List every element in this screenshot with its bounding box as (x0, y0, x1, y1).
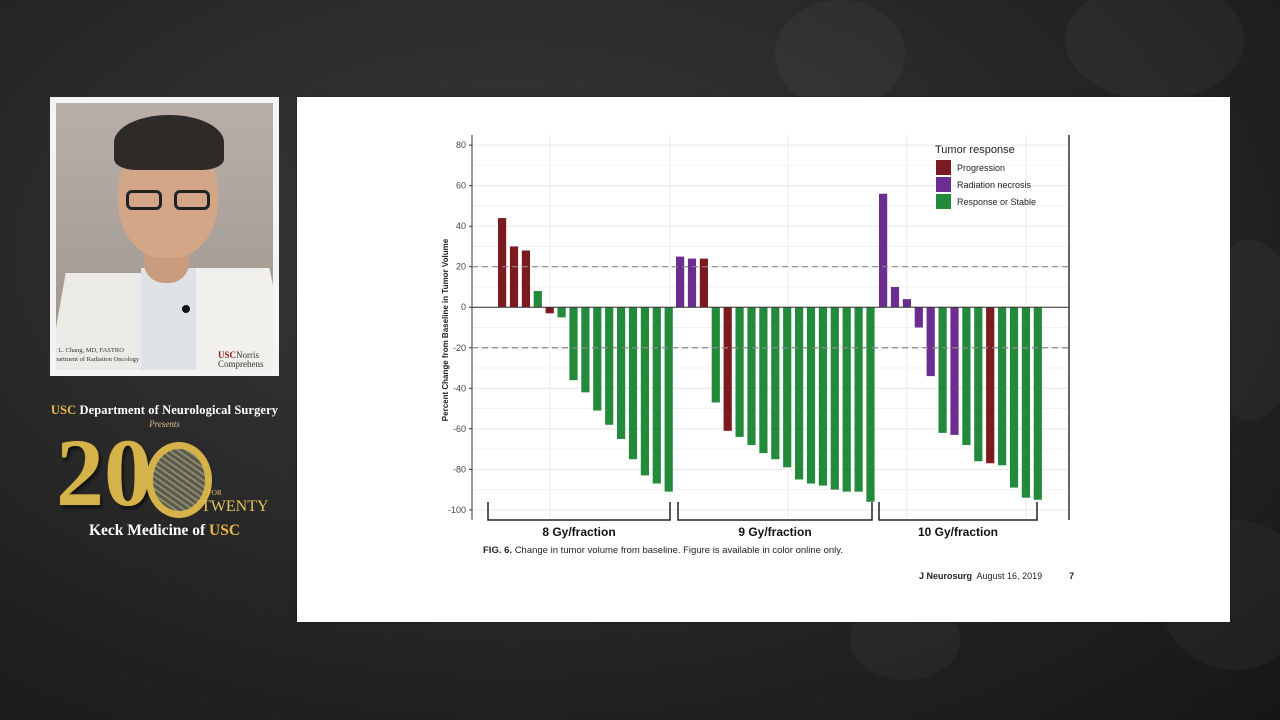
legend-label: Progression (957, 163, 1005, 173)
y-tick-label: -80 (453, 464, 466, 474)
bar (818, 307, 827, 486)
bar (687, 258, 697, 308)
background-bokeh (775, 0, 905, 110)
bar (759, 307, 768, 454)
waterfall-chart: 80 60 40 20 0 -20 -40 -60 -80 -100 8 Gy/fraction 9 … (441, 135, 1070, 539)
bar (1021, 307, 1030, 498)
bar (640, 307, 649, 476)
bar (938, 307, 947, 433)
bar (795, 307, 804, 480)
bars (498, 193, 1042, 502)
legend-label: Radiation necrosis (957, 180, 1032, 190)
legend-title: Tumor response (935, 144, 1015, 156)
bar (533, 291, 542, 308)
bar (521, 250, 530, 308)
twenty-label: TWENTY (201, 498, 269, 515)
group-label: 9 Gy/fraction (738, 525, 811, 539)
bar (723, 307, 732, 431)
bar (711, 307, 720, 403)
bar (962, 307, 971, 446)
coat-brand: USCNorris Comprehens (218, 350, 264, 369)
bar (879, 193, 888, 308)
bar (569, 307, 578, 381)
y-tick-label: -40 (453, 383, 466, 393)
bar (830, 307, 839, 490)
bar (652, 307, 661, 484)
bar (902, 299, 911, 308)
bar (950, 307, 959, 435)
legend: Tumor response Progression Radiation necro… (935, 144, 1036, 209)
y-tick-label: -20 (453, 343, 466, 353)
bar (771, 307, 780, 460)
bar (1009, 307, 1019, 488)
bar (676, 256, 685, 308)
bar (699, 258, 708, 308)
bar (617, 307, 626, 439)
group-label: 8 Gy/fraction (542, 525, 615, 539)
bar (842, 307, 851, 492)
legend-label: Response or Stable (957, 197, 1036, 207)
bar (545, 307, 554, 314)
bar (628, 307, 638, 460)
group-bracket (878, 502, 1038, 521)
y-tick-label: -60 (453, 424, 466, 434)
for-label: FOR (208, 489, 222, 497)
axes: 80 60 40 20 0 -20 -40 -60 -80 -100 8 Gy/fraction 9 … (448, 135, 1070, 539)
y-tick-label: 60 (456, 181, 466, 191)
bar (557, 307, 566, 318)
bar (986, 307, 995, 464)
y-tick-label: 0 (461, 302, 466, 312)
glasses (126, 190, 214, 212)
bar (498, 218, 507, 308)
speaker-video: ic L. Chang, MD, FASTRO epartment of Rad… (56, 103, 273, 370)
bar (605, 307, 614, 425)
bar (974, 307, 983, 462)
dept-line: USC Department of Neurological Surgery (50, 403, 279, 417)
y-tick-label: 80 (456, 140, 466, 150)
keck-line: Keck Medicine of USC (88, 522, 241, 539)
lapel-mic-icon (182, 305, 190, 313)
y-tick-label: 20 (456, 262, 466, 272)
bar (747, 307, 756, 446)
series-logo: USC Department of Neurological Surgery P… (50, 403, 279, 540)
bar (735, 307, 744, 437)
bar (914, 307, 923, 328)
bar (664, 307, 673, 492)
bar (1033, 307, 1042, 500)
logo-number: 20 (56, 419, 152, 526)
group-bracket (487, 502, 671, 521)
bar (890, 286, 900, 308)
bar (926, 307, 935, 377)
bar (866, 307, 875, 502)
speaker-video-frame: ic L. Chang, MD, FASTRO epartment of Rad… (50, 97, 279, 376)
legend-swatch (936, 194, 951, 209)
bar (998, 307, 1007, 466)
legend-swatch (936, 177, 951, 192)
background-bokeh (1065, 0, 1245, 100)
brain-icon (146, 442, 212, 518)
bar (854, 307, 863, 492)
y-axis-label: Percent Change from Baseline in Tumor Vo… (441, 238, 450, 421)
y-tick-label: 40 (456, 221, 466, 231)
presents-label: Presents (149, 419, 180, 429)
bar (581, 307, 590, 393)
legend-swatch (936, 160, 951, 175)
bar (509, 246, 519, 308)
bar (593, 307, 602, 411)
slide: 80 60 40 20 0 -20 -40 -60 -80 -100 8 Gy/fraction 9 … (297, 97, 1230, 622)
slide-footer: J Neurosurg August 16, 2019 7 (919, 571, 1075, 581)
figure-caption: FIG. 6. Change in tumor volume from base… (483, 545, 843, 556)
bar (806, 307, 816, 484)
group-label: 10 Gy/fraction (918, 525, 998, 539)
coat-embroidery: ic L. Chang, MD, FASTRO epartment of Rad… (56, 347, 140, 363)
bar (783, 307, 792, 468)
y-tick-label: -100 (448, 505, 466, 515)
group-bracket (677, 502, 873, 521)
